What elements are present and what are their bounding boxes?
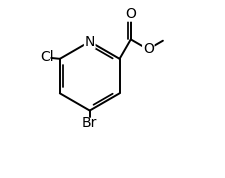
Text: O: O	[142, 42, 153, 56]
Text: Cl: Cl	[40, 50, 54, 64]
Text: Br: Br	[82, 116, 97, 130]
Text: N: N	[84, 35, 94, 49]
Text: O: O	[125, 7, 136, 21]
